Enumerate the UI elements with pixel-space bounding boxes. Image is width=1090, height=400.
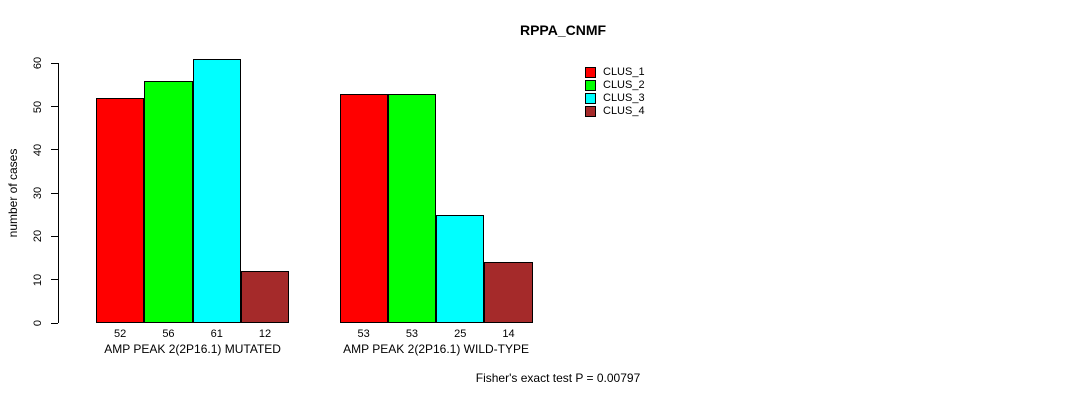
bar-value-label: 53 bbox=[357, 328, 370, 340]
bar-clus_3-group1 bbox=[192, 59, 241, 323]
y-axis-tick bbox=[50, 62, 58, 64]
bar-value-label: 25 bbox=[454, 328, 467, 340]
y-axis-tick bbox=[50, 192, 58, 194]
y-axis-tick bbox=[50, 235, 58, 237]
chart-title: RPPA_CNMF bbox=[519, 22, 607, 38]
y-axis-tick bbox=[50, 322, 58, 324]
bar-clus_2-group1 bbox=[144, 80, 193, 323]
bar-value-label: 53 bbox=[405, 328, 419, 340]
bar-clus_4-group2 bbox=[484, 262, 533, 323]
y-axis-tick bbox=[50, 279, 58, 281]
bar-value-label: 52 bbox=[114, 328, 127, 340]
y-axis-tick-label: 40 bbox=[32, 143, 44, 157]
bar-clus_1-group2 bbox=[339, 93, 388, 323]
y-axis-tick-label: 20 bbox=[32, 230, 44, 243]
group-label-1: AMP PEAK 2(2P16.1) MUTATED bbox=[104, 342, 281, 356]
bar-value-label: 61 bbox=[210, 328, 223, 340]
bar-value-label: 14 bbox=[502, 328, 515, 340]
y-axis-line bbox=[57, 63, 59, 323]
bar-clus_1-group1 bbox=[96, 97, 145, 323]
bar-clus_2-group2 bbox=[387, 93, 437, 323]
y-axis-tick-label: 50 bbox=[32, 100, 44, 113]
y-axis-tick-label: 60 bbox=[32, 57, 44, 70]
y-axis-tick-label: 10 bbox=[32, 273, 44, 286]
y-axis-tick bbox=[50, 149, 58, 151]
y-axis-tick bbox=[50, 106, 58, 108]
y-axis-tick-label: 30 bbox=[32, 187, 44, 200]
fisher-test-annotation: Fisher's exact test P = 0.00797 bbox=[475, 371, 641, 385]
bar-value-label: 56 bbox=[162, 328, 175, 340]
group-label-2: AMP PEAK 2(2P16.1) WILD-TYPE bbox=[343, 342, 530, 356]
bar-value-label: 12 bbox=[258, 328, 272, 340]
bar-clus_3-group2 bbox=[436, 214, 485, 323]
y-axis-tick-label: 0 bbox=[32, 319, 44, 327]
bar-clus_4-group1 bbox=[240, 271, 290, 323]
